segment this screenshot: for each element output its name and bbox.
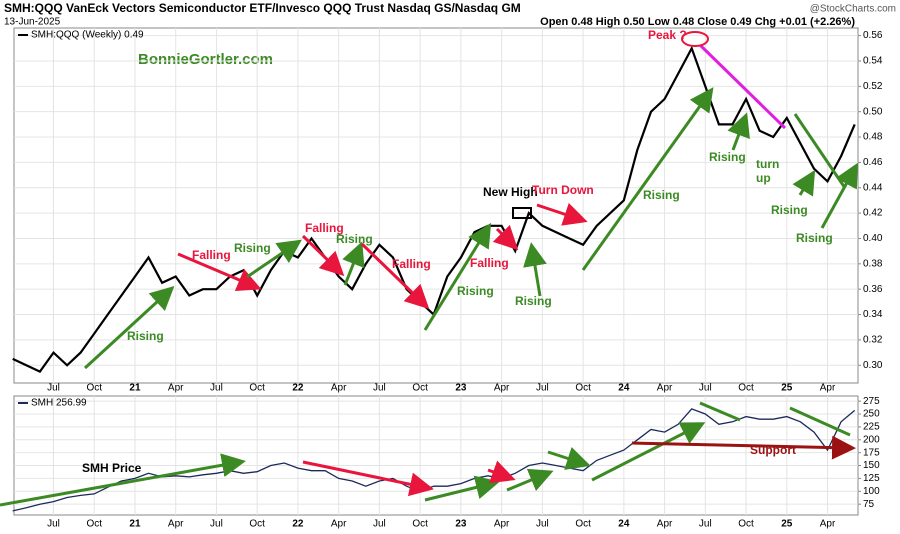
annotation: Falling (392, 257, 431, 271)
quote: Open 0.48 High 0.50 Low 0.48 Close 0.49 … (540, 16, 855, 28)
x-tick-label: 23 (455, 383, 467, 394)
x-tick-label: Apr (494, 383, 510, 394)
annotation: Rising (127, 329, 164, 343)
x-tick-label: Jul (210, 519, 223, 530)
x-tick-label: Apr (657, 519, 673, 530)
x-tick-label: 22 (292, 383, 304, 394)
annotation: Support (750, 443, 796, 457)
x-tick-label: Apr (331, 383, 347, 394)
y-tick-label: 225 (863, 422, 880, 433)
bottom-panel (13, 395, 859, 516)
x-tick-label: Oct (575, 519, 591, 530)
legend-label: SMH 256.99 (31, 398, 87, 409)
x-tick-label: Jul (47, 383, 60, 394)
annotation: New High (483, 185, 538, 199)
x-tick-label: Apr (331, 519, 347, 530)
x-tick-label: 25 (781, 383, 793, 394)
legend-label: SMH:QQQ (Weekly) 0.49 (31, 30, 144, 41)
annotation: Falling (192, 248, 231, 262)
x-tick-label: Oct (738, 519, 754, 530)
annotation: Rising (643, 188, 680, 202)
arrows (0, 31, 858, 507)
x-tick-label: Jul (373, 519, 386, 530)
x-tick-label: Apr (657, 383, 673, 394)
y-tick-label: 0.38 (863, 258, 883, 269)
y-tick-label: 0.56 (863, 30, 883, 41)
source: @StockCharts.com (810, 4, 896, 15)
x-tick-label: Apr (494, 519, 510, 530)
x-tick-label: Jul (47, 519, 60, 530)
x-tick-label: 23 (455, 519, 467, 530)
x-tick-label: Oct (249, 383, 265, 394)
x-tick-label: Oct (86, 383, 102, 394)
x-tick-label: Oct (575, 383, 591, 394)
x-tick-label: 21 (129, 519, 141, 530)
annotation: Rising (457, 284, 494, 298)
y-tick-label: 0.46 (863, 157, 883, 168)
y-tick-label: 0.34 (863, 309, 883, 320)
y-tick-label: 0.44 (863, 182, 883, 193)
x-tick-label: Jul (536, 383, 549, 394)
annotation: Rising (796, 231, 833, 245)
header-title: SMH:QQQ VanEck Vectors Semiconductor ETF… (4, 1, 521, 15)
x-tick-label: Apr (168, 519, 184, 530)
y-tick-label: 200 (863, 434, 880, 445)
annotation: Rising (709, 150, 746, 164)
x-tick-label: Jul (210, 383, 223, 394)
annotation: Rising (771, 203, 808, 217)
y-tick-label: 250 (863, 409, 880, 420)
y-tick-label: 0.48 (863, 132, 883, 143)
y-tick-label: 175 (863, 447, 880, 458)
annotation: Rising (515, 294, 552, 308)
y-tick-label: 0.50 (863, 106, 883, 117)
x-tick-label: Apr (168, 383, 184, 394)
y-tick-label: 75 (863, 499, 875, 510)
x-tick-label: Oct (249, 519, 265, 530)
x-tick-label: 22 (292, 519, 304, 530)
y-tick-label: 150 (863, 460, 880, 471)
y-tick-label: 0.40 (863, 233, 883, 244)
x-tick-label: Jul (699, 519, 712, 530)
annotation: up (756, 171, 771, 185)
annotation: Rising (336, 232, 373, 246)
x-tick-label: 25 (781, 519, 793, 530)
annotation: turn (756, 157, 779, 171)
x-tick-label: Jul (536, 519, 549, 530)
x-tick-label: Apr (820, 519, 836, 530)
annotation: Falling (305, 221, 344, 235)
x-tick-label: Oct (86, 519, 102, 530)
annotation: Turn Down (532, 183, 594, 197)
y-tick-label: 0.42 (863, 208, 883, 219)
watermark: BonnieGortler.com (138, 51, 273, 68)
x-tick-label: Oct (412, 519, 428, 530)
y-tick-label: 0.54 (863, 56, 883, 67)
header-date: 13-Jun-2025 (4, 17, 61, 28)
y-tick-label: 0.36 (863, 284, 883, 295)
y-tick-label: 0.32 (863, 335, 883, 346)
annotation: Rising (234, 241, 271, 255)
x-tick-label: 24 (618, 519, 630, 530)
y-tick-label: 0.30 (863, 360, 883, 371)
y-tick-label: 275 (863, 396, 880, 407)
y-tick-label: 125 (863, 473, 880, 484)
x-tick-label: 24 (618, 383, 630, 394)
x-tick-label: Jul (699, 383, 712, 394)
x-tick-label: Jul (373, 383, 386, 394)
x-tick-label: Apr (820, 383, 836, 394)
y-tick-label: 0.52 (863, 81, 883, 92)
annotation: Falling (470, 256, 509, 270)
x-tick-label: 21 (129, 383, 141, 394)
y-tick-label: 100 (863, 486, 880, 497)
x-tick-label: Oct (412, 383, 428, 394)
top-panel (13, 27, 859, 384)
annotation: Peak ? (648, 28, 687, 42)
x-tick-label: Oct (738, 383, 754, 394)
annotation: SMH Price (82, 461, 142, 475)
